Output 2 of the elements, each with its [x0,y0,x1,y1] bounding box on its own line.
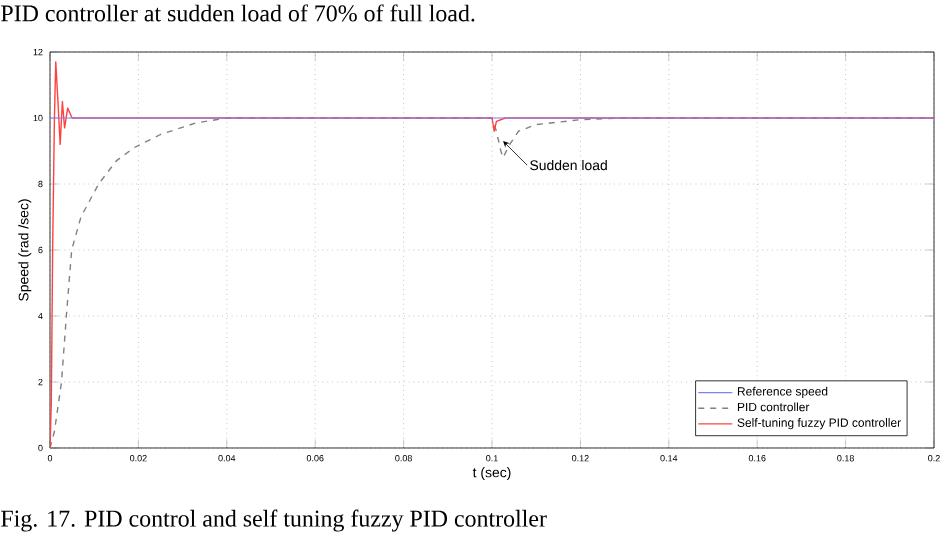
caption: Fig. 17. PID control and self tuning fuzzy PID controller [1,509,547,532]
chart-title: PID controller at sudden load of 70% of full load. [1,4,475,22]
